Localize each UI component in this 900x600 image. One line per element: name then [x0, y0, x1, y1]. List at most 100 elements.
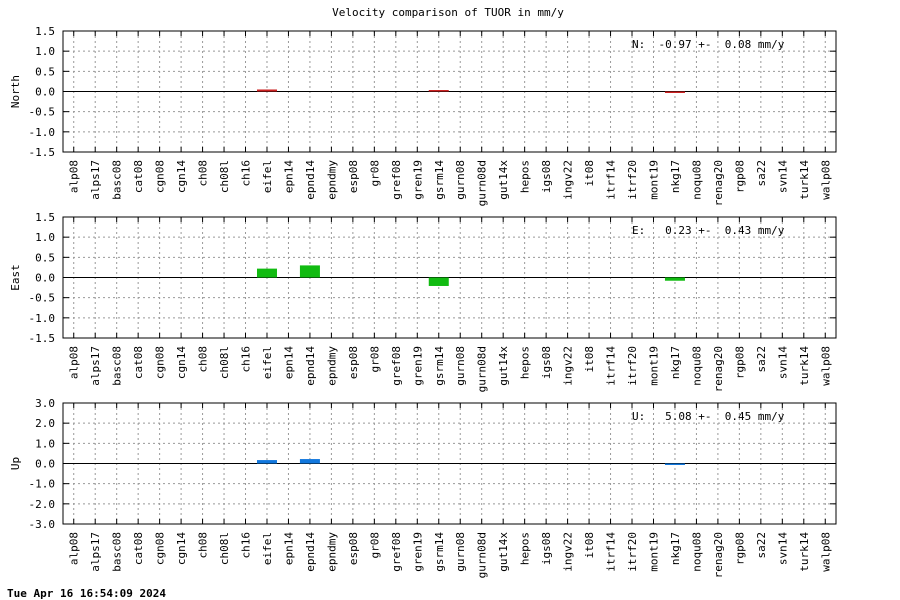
- timestamp: Tue Apr 16 16:54:09 2024: [7, 587, 166, 600]
- x-tick-label: rgp08: [733, 346, 746, 379]
- x-tick-label: gr08: [368, 532, 381, 559]
- y-axis-label: Up: [9, 457, 22, 470]
- x-tick-label: epnd14: [304, 532, 317, 572]
- stats-annotation: E: 0.23 +- 0.43 mm/y: [632, 224, 785, 237]
- y-tick-label: 0.5: [35, 251, 55, 264]
- x-tick-label: igs08: [540, 532, 553, 565]
- x-tick-label: gut14x: [497, 160, 510, 200]
- x-tick-label: alps17: [89, 532, 102, 572]
- y-tick-label: 3.0: [35, 397, 55, 410]
- x-tick-label: esp08: [347, 160, 360, 193]
- x-tick-label: ch08l: [218, 532, 231, 565]
- x-tick-label: sa22: [755, 160, 768, 187]
- x-tick-label: itrf20: [626, 346, 639, 386]
- x-tick-label: alps17: [89, 346, 102, 386]
- x-tick-label: alp08: [68, 532, 81, 565]
- y-tick-label: 1.5: [35, 25, 55, 38]
- x-tick-label: gref08: [390, 160, 403, 200]
- x-tick-label: gref08: [390, 346, 403, 386]
- x-tick-label: hepos: [519, 160, 532, 193]
- plot-frame: [62, 216, 837, 339]
- y-tick-label: 1.0: [35, 231, 55, 244]
- x-tick-label: noqu08: [690, 346, 703, 386]
- bar-east-nkg17: [664, 277, 685, 281]
- bar-east-gsrm14: [428, 277, 449, 286]
- x-tick-label: epndmy: [325, 346, 338, 386]
- x-tick-label: gut14x: [497, 532, 510, 572]
- y-tick-label: 1.5: [35, 211, 55, 224]
- x-tick-label: eifel: [261, 346, 274, 379]
- x-tick-label: noqu08: [690, 160, 703, 200]
- x-tick-label: gurn08d: [476, 160, 489, 206]
- x-tick-label: epndmy: [325, 532, 338, 572]
- x-tick-label: ch08: [197, 346, 210, 373]
- panel-east: 1.5 1.0 0.5 0.0 -0.5 -1.0 -1.5 alp08 alps17 basc0…: [9, 211, 837, 392]
- x-tick-label: nkg17: [669, 532, 682, 565]
- x-tick-label: cat08: [132, 532, 145, 565]
- x-tick-label: epnd14: [304, 346, 317, 386]
- y-tick-label: -1.0: [29, 312, 56, 325]
- panels: 1.5 1.0 0.5 0.0 -0.5 -1.0 -1.5 alp08 alps17 basc0…: [9, 25, 837, 578]
- x-tick-label: turk14: [798, 346, 811, 386]
- x-tick-label: renag20: [712, 346, 725, 392]
- bar-east-eifel: [256, 268, 277, 278]
- x-tick-label: mont19: [647, 532, 660, 572]
- x-tick-label: alp08: [68, 160, 81, 193]
- x-tick-label: sa22: [755, 532, 768, 559]
- y-tick-label: -1.5: [29, 146, 56, 159]
- x-tick-label: basc08: [111, 160, 124, 200]
- x-tick-label: renag20: [712, 160, 725, 206]
- x-tick-label: ingv22: [562, 346, 575, 386]
- x-tick-label: gr08: [368, 160, 381, 187]
- stats-annotation: N: -0.97 +- 0.08 mm/y: [632, 38, 785, 51]
- x-tick-label: epn14: [282, 160, 295, 193]
- x-tick-label: ch08: [197, 532, 210, 559]
- x-tick-label: rgp08: [733, 160, 746, 193]
- x-tick-label: walp08: [819, 532, 832, 572]
- x-tick-label: epndmy: [325, 160, 338, 200]
- x-tick-label: hepos: [519, 346, 532, 379]
- x-tick-label: cat08: [132, 346, 145, 379]
- x-tick-label: it08: [583, 346, 596, 373]
- y-tick-label: 1.0: [35, 45, 55, 58]
- x-tick-label: esp08: [347, 532, 360, 565]
- y-tick-label: 1.0: [35, 437, 55, 450]
- y-tick-label: 0.0: [35, 272, 55, 285]
- plot-frame: [62, 30, 837, 153]
- x-tick-label: basc08: [111, 532, 124, 572]
- x-tick-label: cgn14: [175, 160, 188, 193]
- x-tick-label: eifel: [261, 532, 274, 565]
- bar-north-gsrm14: [428, 90, 449, 92]
- x-tick-label: cgn14: [175, 346, 188, 379]
- y-tick-label: -3.0: [29, 518, 56, 531]
- x-tick-label: hepos: [519, 532, 532, 565]
- x-tick-label: cgn14: [175, 532, 188, 565]
- x-tick-label: ch16: [240, 346, 253, 373]
- x-tick-label: noqu08: [690, 532, 703, 572]
- y-tick-label: -1.5: [29, 332, 56, 345]
- x-tick-label: walp08: [819, 346, 832, 386]
- y-tick-label: 2.0: [35, 417, 55, 430]
- x-tick-label: it08: [583, 160, 596, 187]
- x-tick-label: ch08l: [218, 160, 231, 193]
- x-tick-label: ch16: [240, 160, 253, 187]
- x-tick-label: gren19: [411, 532, 424, 572]
- x-tick-label: gurn08: [454, 532, 467, 572]
- y-tick-label: 0.0: [35, 86, 55, 99]
- x-tick-label: ch16: [240, 532, 253, 559]
- x-tick-label: svn14: [776, 160, 789, 193]
- x-tick-label: epnd14: [304, 160, 317, 200]
- y-tick-label: -0.5: [29, 106, 56, 119]
- y-tick-label: 0.5: [35, 65, 55, 78]
- x-tick-label: basc08: [111, 346, 124, 386]
- plot-frame: [62, 402, 837, 525]
- x-tick-label: walp08: [819, 160, 832, 200]
- bar-east-epnd14: [299, 265, 320, 278]
- x-tick-label: itrf14: [605, 346, 618, 386]
- x-tick-label: nkg17: [669, 346, 682, 379]
- y-axis-label: East: [9, 264, 22, 291]
- x-tick-label: cgn08: [154, 532, 167, 565]
- x-tick-label: rgp08: [733, 532, 746, 565]
- x-tick-label: gren19: [411, 346, 424, 386]
